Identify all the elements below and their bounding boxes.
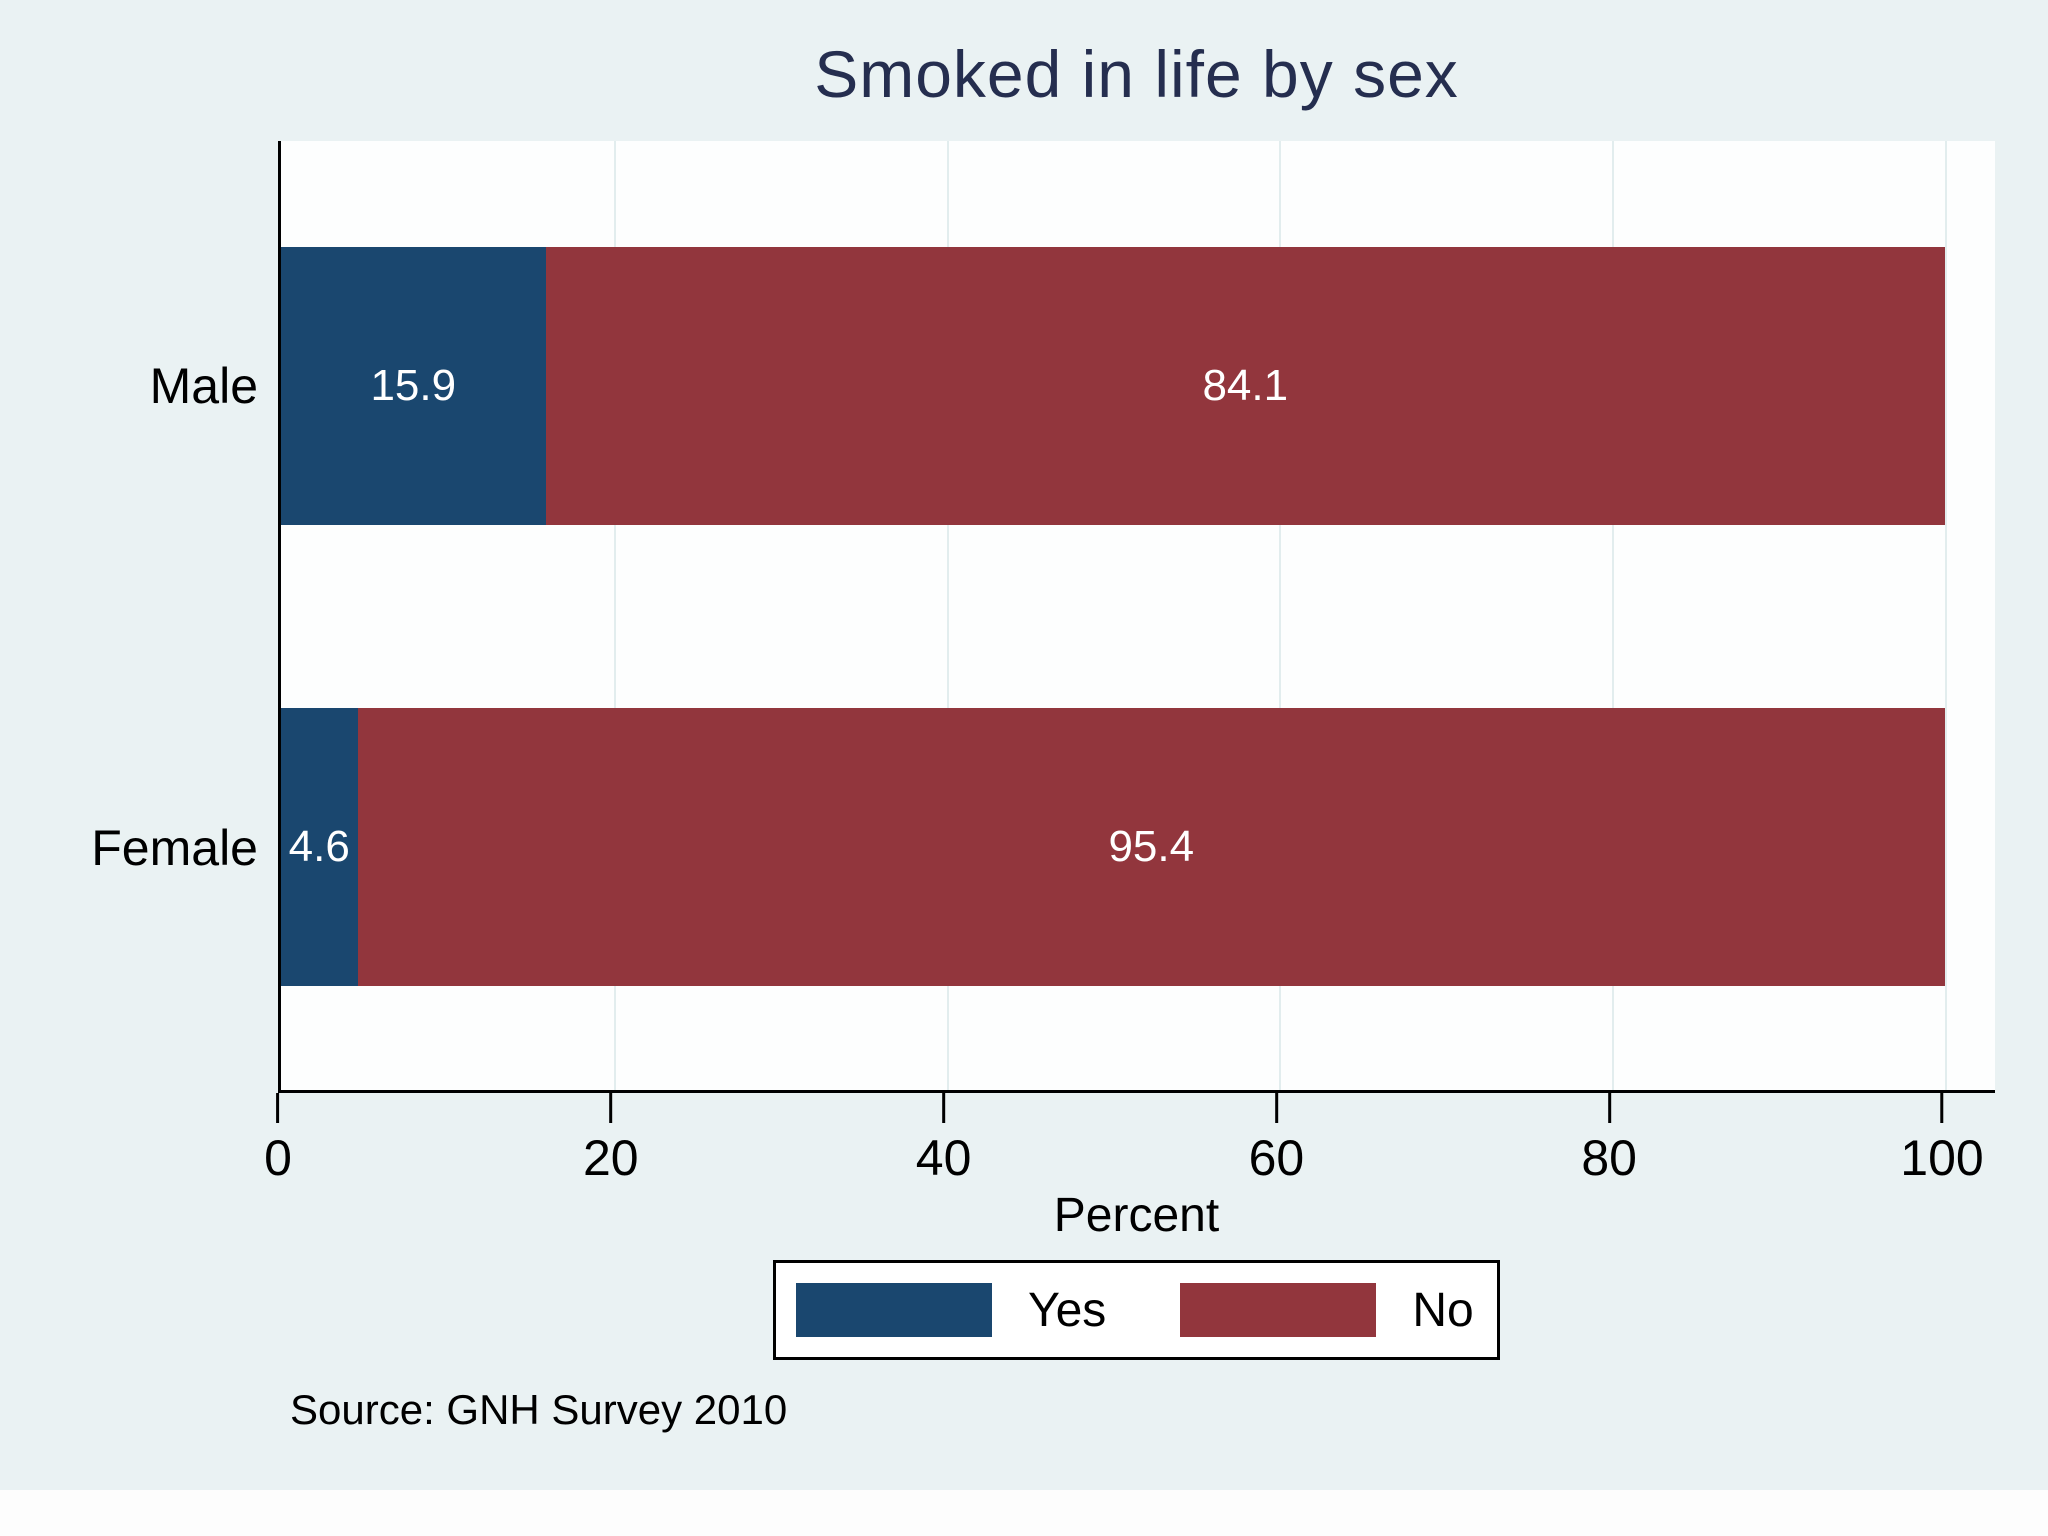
source-note: Source: GNH Survey 2010 [290,1386,788,1433]
value-label-male-yes: 15.9 [370,361,457,410]
x-tick-80: 80 [1581,1093,1637,1187]
value-label-female-yes: 4.6 [288,822,350,871]
value-label-male-no: 84.1 [1202,361,1289,410]
gridline-40 [946,141,949,1090]
x-tick-0: 0 [264,1093,292,1187]
bottom-strip [0,1490,2048,1536]
gridline-60 [1279,141,1282,1090]
legend-label-no: No [1412,1283,1474,1337]
bar-row-female: 4.6 95.4 [281,708,1945,986]
tick-mark [942,1093,946,1123]
tick-mark [1274,1093,1278,1123]
bar-row-male: 15.9 84.1 [281,247,1945,525]
legend-label-yes: Yes [1028,1283,1107,1337]
tick-label: 20 [582,1130,639,1186]
tick-mark [1940,1093,1944,1123]
bars-area: 15.9 84.1 4.6 95.4 [281,141,1947,1090]
legend: Yes No [773,1260,1500,1360]
gridline-100 [1945,141,1947,1090]
x-axis-ticks: 0 20 40 60 80 100 [264,1093,1984,1193]
x-tick-20: 20 [583,1093,639,1187]
tick-label: 40 [915,1130,972,1186]
tick-label: 0 [264,1130,292,1186]
tick-label: 100 [1900,1130,1984,1186]
plot-area: 15.9 84.1 4.6 95.4 [278,141,1995,1093]
x-axis-title: Percent [1053,1189,1220,1242]
x-tick-60: 60 [1248,1093,1305,1187]
tick-label: 80 [1581,1130,1637,1186]
bar-segment-female-yes: 4.6 [281,708,358,986]
value-label-female-no: 95.4 [1108,822,1195,871]
tick-label: 60 [1248,1130,1305,1186]
gridline-20 [613,141,616,1090]
tick-mark [1607,1093,1611,1123]
category-label-male: Male [149,358,258,414]
tick-mark [276,1093,280,1123]
category-label-female: Female [91,820,258,876]
chart-title: Smoked in life by sex [814,37,1459,111]
x-tick-100: 100 [1900,1093,1984,1187]
bar-segment-male-no: 84.1 [545,247,1945,525]
gridline-80 [1612,141,1615,1090]
bar-segment-male-yes: 15.9 [281,247,546,525]
legend-swatch-no [1180,1283,1377,1337]
bar-segment-female-no: 95.4 [357,708,1945,986]
x-tick-40: 40 [915,1093,972,1187]
legend-swatch-yes [796,1283,992,1337]
tick-mark [609,1093,613,1123]
